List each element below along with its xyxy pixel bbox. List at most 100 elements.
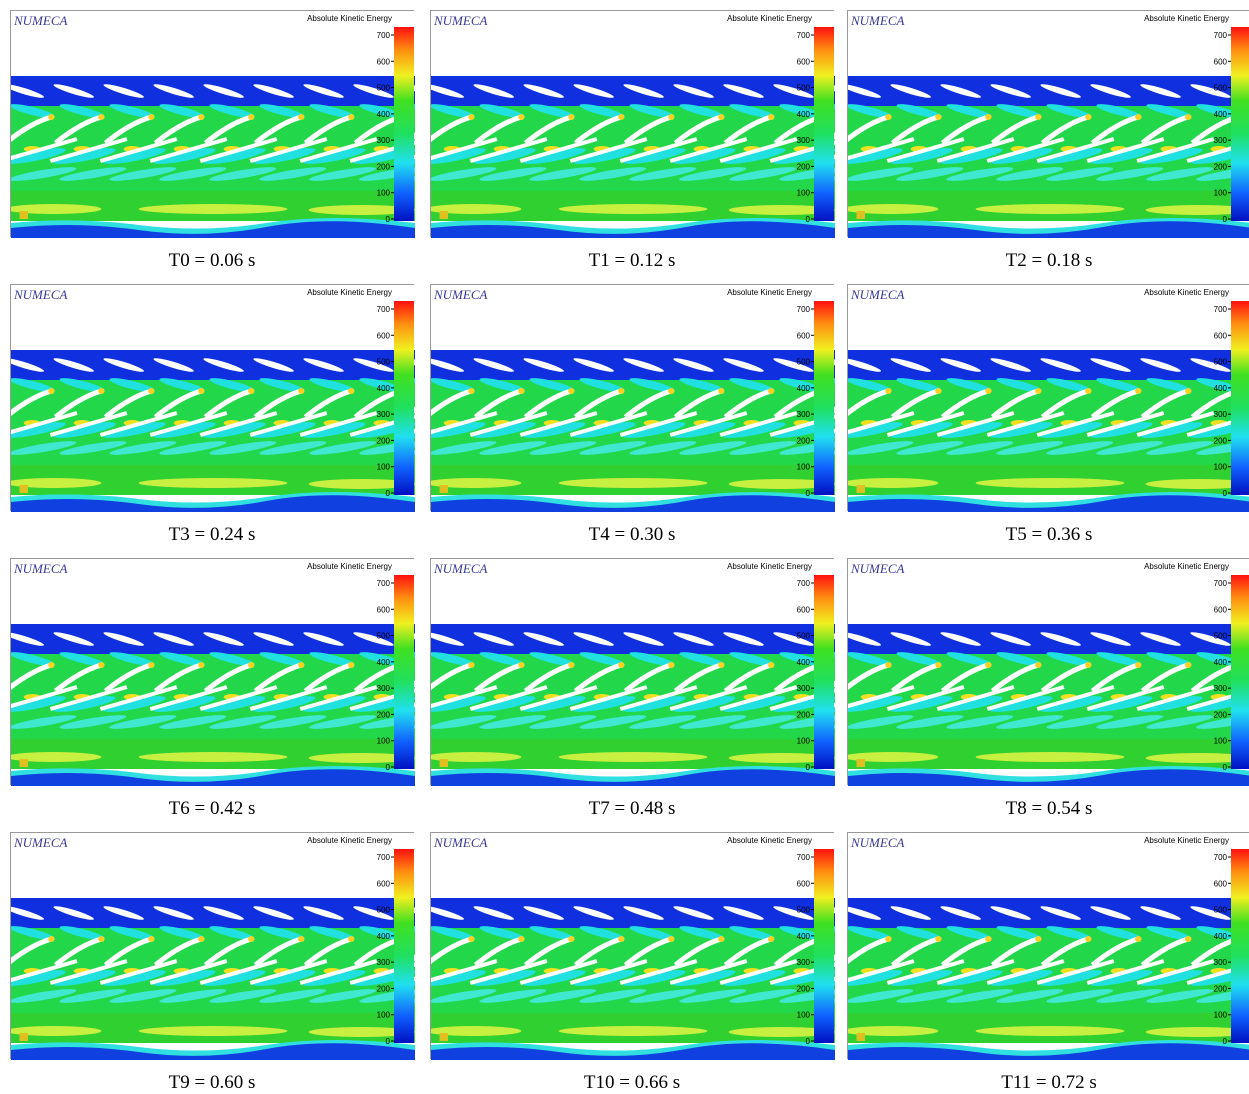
colorbar bbox=[1231, 301, 1249, 495]
caption: T9 = 0.60 s bbox=[10, 1072, 414, 1094]
colorbar-tick-label: 500 bbox=[797, 906, 811, 915]
colorbar bbox=[814, 27, 834, 221]
colorbar-tick-label: 0 bbox=[386, 1037, 391, 1046]
colorbar-tick-label: 600 bbox=[377, 57, 391, 66]
colorbar-tick-label: 200 bbox=[377, 162, 391, 171]
figure: NUMECA Absolute Kinetic Energy 0 100 200 300 4… bbox=[0, 0, 1249, 1094]
colorbar-tick-label: 300 bbox=[377, 136, 391, 145]
colorbar-tick-label: 0 bbox=[1223, 763, 1228, 772]
colorbar-tick-label: 300 bbox=[377, 410, 391, 419]
colorbar bbox=[814, 301, 834, 495]
colorbar bbox=[394, 849, 414, 1043]
colorbar-tick-label: 500 bbox=[377, 84, 391, 93]
colorbar-tick-label: 500 bbox=[1214, 358, 1228, 367]
logo: NUMECA bbox=[13, 561, 68, 576]
colorbar-tick-label: 500 bbox=[1214, 84, 1228, 93]
caption: T4 = 0.30 s bbox=[430, 524, 834, 546]
colorbar-tick-label: 100 bbox=[377, 737, 391, 746]
colorbar-tick-label: 300 bbox=[1214, 958, 1228, 967]
colorbar-tick-label: 100 bbox=[377, 189, 391, 198]
colorbar-tick-label: 300 bbox=[797, 136, 811, 145]
colorbar-tick-label: 600 bbox=[797, 57, 811, 66]
colorbar-tick-label: 600 bbox=[797, 605, 811, 614]
logo: NUMECA bbox=[433, 287, 488, 302]
colorbar-tick-label: 700 bbox=[797, 853, 811, 862]
logo: NUMECA bbox=[433, 835, 488, 850]
colorbar-tick-label: 400 bbox=[1214, 932, 1228, 941]
caption: T0 = 0.06 s bbox=[10, 250, 414, 272]
colorbar-tick-label: 500 bbox=[797, 84, 811, 93]
colorbar bbox=[394, 27, 414, 221]
colorbar-tick-label: 300 bbox=[1214, 136, 1228, 145]
colorbar-tick-label: 400 bbox=[1214, 658, 1228, 667]
colorbar-tick-label: 700 bbox=[797, 305, 811, 314]
caption: T3 = 0.24 s bbox=[10, 524, 414, 546]
colorbar-tick-label: 300 bbox=[797, 410, 811, 419]
logo: NUMECA bbox=[433, 13, 488, 28]
logo: NUMECA bbox=[13, 13, 68, 28]
logo: NUMECA bbox=[13, 835, 68, 850]
colorbar-tick-label: 200 bbox=[797, 162, 811, 171]
colorbar-tick-label: 400 bbox=[377, 932, 391, 941]
colorbar-title: Absolute Kinetic Energy bbox=[307, 562, 392, 571]
colorbar-tick-label: 400 bbox=[377, 384, 391, 393]
colorbar bbox=[1231, 27, 1249, 221]
colorbar-tick-label: 600 bbox=[377, 331, 391, 340]
logo: NUMECA bbox=[850, 835, 905, 850]
colorbar-tick-label: 100 bbox=[377, 463, 391, 472]
colorbar-tick-label: 200 bbox=[1214, 984, 1228, 993]
colorbar-tick-label: 500 bbox=[377, 906, 391, 915]
colorbar-tick-label: 400 bbox=[797, 932, 811, 941]
colorbar-tick-label: 200 bbox=[1214, 710, 1228, 719]
colorbar-tick-label: 200 bbox=[377, 984, 391, 993]
colorbar-tick-label: 100 bbox=[797, 1011, 811, 1020]
colorbar-tick-label: 700 bbox=[377, 31, 391, 40]
colorbar-tick-label: 200 bbox=[1214, 162, 1228, 171]
colorbar-tick-label: 700 bbox=[377, 305, 391, 314]
colorbar-title: Absolute Kinetic Energy bbox=[307, 836, 392, 845]
colorbar-tick-label: 100 bbox=[1214, 1011, 1228, 1020]
colorbar-tick-label: 400 bbox=[1214, 110, 1228, 119]
colorbar-tick-label: 0 bbox=[386, 215, 391, 224]
colorbar bbox=[1231, 575, 1249, 769]
caption: T1 = 0.12 s bbox=[430, 250, 834, 272]
colorbar-title: Absolute Kinetic Energy bbox=[727, 562, 812, 571]
colorbar-tick-label: 500 bbox=[797, 358, 811, 367]
colorbar-tick-label: 100 bbox=[797, 189, 811, 198]
colorbar-tick-label: 700 bbox=[1214, 305, 1228, 314]
colorbar-tick-label: 400 bbox=[797, 110, 811, 119]
colorbar-tick-label: 500 bbox=[1214, 632, 1228, 641]
colorbar-tick-label: 300 bbox=[797, 958, 811, 967]
colorbar-tick-label: 400 bbox=[1214, 384, 1228, 393]
colorbar-title: Absolute Kinetic Energy bbox=[1144, 562, 1229, 571]
colorbar-tick-label: 200 bbox=[797, 984, 811, 993]
colorbar-tick-label: 200 bbox=[377, 436, 391, 445]
colorbar-tick-label: 600 bbox=[1214, 331, 1228, 340]
colorbar-tick-label: 400 bbox=[377, 110, 391, 119]
colorbar-tick-label: 0 bbox=[806, 763, 811, 772]
colorbar-tick-label: 300 bbox=[1214, 410, 1228, 419]
colorbar-tick-label: 700 bbox=[797, 579, 811, 588]
logo: NUMECA bbox=[13, 287, 68, 302]
colorbar-tick-label: 600 bbox=[377, 879, 391, 888]
logo: NUMECA bbox=[850, 13, 905, 28]
caption: T8 = 0.54 s bbox=[847, 798, 1249, 820]
colorbar-tick-label: 200 bbox=[797, 436, 811, 445]
colorbar-tick-label: 0 bbox=[1223, 1037, 1228, 1046]
colorbar-tick-label: 700 bbox=[377, 853, 391, 862]
caption: T5 = 0.36 s bbox=[847, 524, 1249, 546]
colorbar-title: Absolute Kinetic Energy bbox=[727, 836, 812, 845]
colorbar-tick-label: 100 bbox=[1214, 189, 1228, 198]
caption: T11 = 0.72 s bbox=[847, 1072, 1249, 1094]
